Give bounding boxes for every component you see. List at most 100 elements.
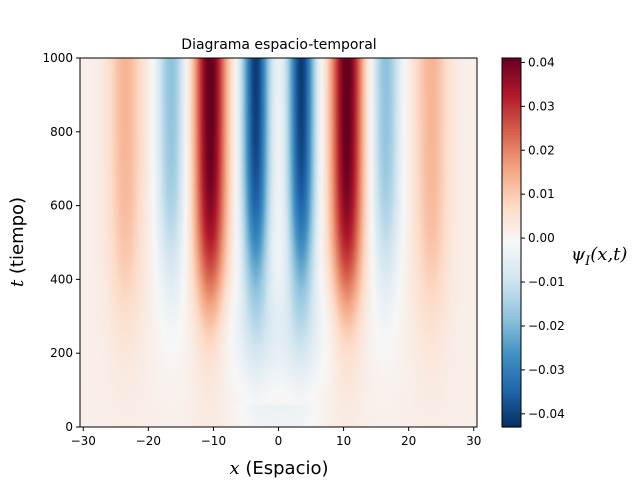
colorbar-label: ψI(x,t): [571, 244, 627, 269]
colorbar-segment: [502, 227, 521, 231]
colorbar-segment: [502, 294, 521, 299]
x-tick-label: 30: [466, 434, 481, 448]
colorbar-segment: [502, 322, 521, 327]
colorbar-segment: [502, 260, 521, 265]
colorbar-segment: [502, 76, 521, 81]
colorbar-segment: [502, 88, 521, 93]
colorbar-segment: [502, 402, 521, 407]
colorbar-segment: [502, 365, 521, 370]
colorbar-segment: [502, 399, 521, 403]
colorbar-segment: [502, 205, 521, 210]
colorbar-segment: [502, 420, 521, 425]
colorbar-segment: [502, 393, 521, 397]
colorbar-segment: [502, 414, 521, 419]
colorbar-segment: [502, 310, 521, 314]
colorbar-segment: [502, 168, 521, 173]
colorbar-segment: [502, 171, 521, 176]
colorbar-segment: [502, 347, 521, 351]
colorbar-segment: [502, 104, 521, 108]
colorbar-segment: [502, 417, 521, 422]
colorbar-tick-label: 0.00: [528, 231, 555, 245]
x-tick-label: 20: [401, 434, 416, 448]
colorbar-segment: [502, 325, 521, 330]
colorbar-segment: [502, 257, 521, 262]
colorbar-segment: [502, 353, 521, 357]
colorbar-segment: [502, 340, 521, 345]
colorbar-tick-label: 0.03: [528, 99, 555, 113]
colorbar-segment: [502, 134, 521, 139]
colorbar-segment: [502, 208, 521, 213]
colorbar-segment: [502, 396, 521, 400]
colorbar-segment: [502, 316, 521, 320]
colorbar-segment: [502, 254, 521, 259]
y-tick-label: 400: [50, 272, 73, 286]
colorbar-segment: [502, 307, 521, 311]
colorbar-segment: [502, 245, 521, 250]
colorbar-segment: [502, 220, 521, 225]
colorbar-segment: [502, 423, 521, 428]
colorbar-segment: [502, 383, 521, 388]
colorbar-segment: [502, 101, 521, 105]
y-axis-ticks: 0 200 400 600 800 1000: [42, 51, 80, 434]
colorbar-tick-label: 0.01: [528, 187, 555, 201]
colorbar-segment: [502, 285, 521, 290]
colorbar-segment: [502, 239, 521, 244]
colorbar-segment: [502, 242, 521, 247]
colorbar-segment: [502, 137, 521, 142]
colorbar-segment: [502, 371, 521, 376]
colorbar-segment: [502, 128, 521, 133]
colorbar-segment: [502, 202, 521, 207]
colorbar-segment: [502, 162, 521, 167]
colorbar-segment: [502, 304, 521, 308]
colorbar-segment: [502, 230, 521, 234]
y-tick-label: 600: [50, 199, 73, 213]
colorbar-segment: [502, 288, 521, 293]
colorbar-segment: [502, 297, 521, 302]
x-tick-label: −30: [71, 434, 96, 448]
colorbar-segment: [502, 107, 521, 111]
colorbar-frame: [501, 57, 522, 428]
y-tick-label: 200: [50, 346, 73, 360]
colorbar-segment: [502, 337, 521, 342]
colorbar-segment: [502, 67, 521, 71]
colorbar-segment: [502, 131, 521, 136]
colorbar-segment: [502, 368, 521, 373]
x-tick-label: −10: [201, 434, 226, 448]
colorbar-segment: [502, 125, 521, 130]
colorbar-segment: [502, 334, 521, 339]
colorbar-segment: [502, 236, 521, 241]
x-tick-label: 0: [275, 434, 283, 448]
colorbar-tick-label: −0.03: [528, 363, 565, 377]
y-tick-label: 1000: [42, 51, 73, 65]
colorbar-segment: [502, 387, 521, 391]
y-tick-label: 0: [65, 420, 73, 434]
colorbar-segment: [502, 276, 521, 280]
colorbar-segment: [502, 313, 521, 317]
y-tick-label: 800: [50, 125, 73, 139]
x-axis-ticks: −30 −20 −10 0 10 20 30: [71, 427, 481, 448]
colorbar-segment: [502, 199, 521, 204]
colorbar-segment: [502, 343, 521, 348]
colorbar-tick-label: −0.02: [528, 319, 565, 333]
chart-title: Diagrama espacio-temporal: [181, 37, 376, 53]
colorbar-segment: [502, 91, 521, 96]
colorbar-segment: [502, 319, 521, 324]
colorbar-segment: [502, 291, 521, 296]
colorbar-segment: [502, 350, 521, 354]
colorbar-segment: [502, 110, 521, 114]
colorbar-ticks: 0.04 0.03 0.02 0.01 0.00 −0.01 −0.02 −0.03 −0.04: [521, 55, 565, 421]
colorbar-segment: [502, 73, 521, 78]
colorbar-segment: [502, 82, 521, 87]
colorbar-segment: [502, 279, 521, 284]
colorbar-segment: [502, 356, 521, 360]
colorbar-segment: [502, 116, 521, 121]
colorbar-segment: [502, 267, 521, 271]
x-tick-label: 10: [336, 434, 351, 448]
colorbar-segment: [502, 165, 521, 170]
colorbar-tick-label: −0.04: [528, 407, 565, 421]
colorbar-segment: [502, 405, 521, 410]
colorbar-segment: [502, 159, 521, 164]
colorbar-segment: [502, 190, 521, 194]
y-axis-label: t (tiempo): [7, 197, 28, 287]
colorbar-segment: [502, 270, 521, 274]
